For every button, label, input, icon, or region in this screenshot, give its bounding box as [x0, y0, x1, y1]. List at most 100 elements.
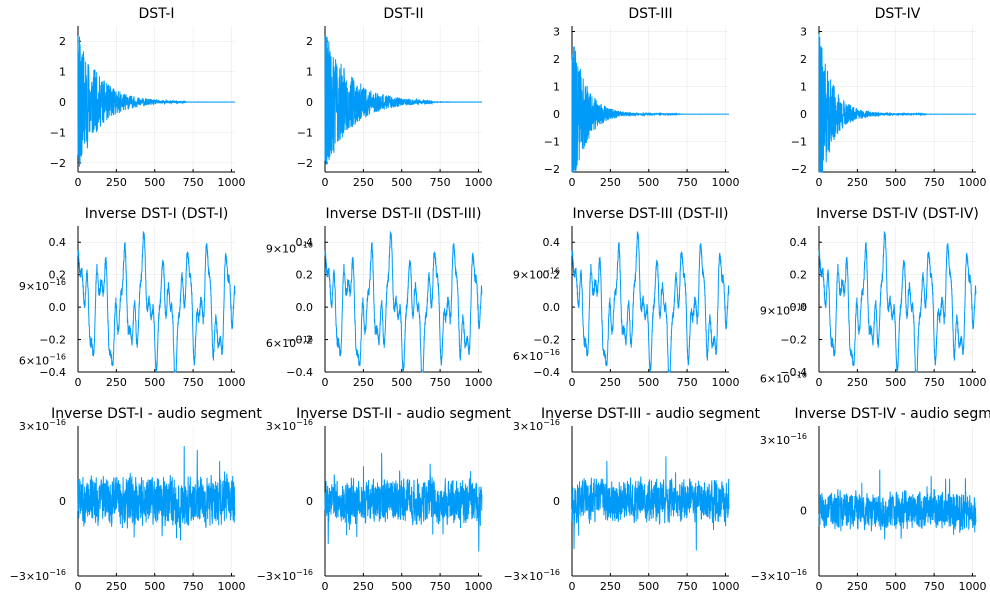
- x-tick-label: 250: [353, 376, 374, 389]
- y-tick-label: 0: [306, 495, 313, 508]
- y-tick-label: −0.4: [533, 366, 560, 379]
- x-tick-label: 250: [847, 176, 868, 189]
- y-tick-label: 0.4: [49, 236, 67, 249]
- x-tick-label: 250: [600, 580, 621, 593]
- subplot-5: Inverse DST-I (DST-I) 0 250 500 750 1000 −0.4 −…: [19, 206, 246, 389]
- y-exponent-label: 3×10−16: [266, 418, 313, 433]
- y-tick-label: 0: [553, 495, 560, 508]
- y-tick-label: 0.0: [790, 301, 808, 314]
- y-tick-label: 2: [800, 53, 807, 66]
- subplot-title: DST-IV: [875, 6, 921, 22]
- y-tick-label: 0.2: [543, 269, 561, 282]
- x-tick-label: 1000: [464, 580, 492, 593]
- y-exponent-label: 3×10−16: [19, 418, 66, 433]
- subplot-title: Inverse DST-II (DST-III): [325, 206, 481, 222]
- subplot-9: Inverse DST-I - audio segment 0 250 500 750 1…: [10, 406, 263, 593]
- x-tick-label: 500: [638, 376, 659, 389]
- x-tick-label: 0: [75, 176, 82, 189]
- subplot-title: Inverse DST-IV (DST-IV): [816, 206, 979, 222]
- x-tick-label: 750: [924, 176, 945, 189]
- y-tick-label: 0: [59, 495, 66, 508]
- y-tick-label: 2: [553, 53, 560, 66]
- subplot-title: Inverse DST-IV - audio segme: [795, 406, 990, 422]
- series-line: [324, 231, 483, 373]
- y-exponent-label: 9×10−16: [19, 278, 66, 293]
- y-exponent-label: −3×10−16: [504, 568, 560, 583]
- x-tick-label: 500: [885, 176, 906, 189]
- x-tick-label: 750: [430, 580, 451, 593]
- series-line: [818, 34, 977, 173]
- subplot-10: Inverse DST-II - audio segment 0 250 500 750…: [257, 406, 512, 593]
- subplot-title: Inverse DST-III (DST-II): [572, 206, 728, 222]
- x-tick-label: 750: [183, 176, 204, 189]
- x-tick-label: 750: [677, 176, 698, 189]
- subplot-6: Inverse DST-II (DST-III) 0 250 500 750 1000 −0…: [266, 206, 493, 389]
- y-tick-label: 1: [59, 66, 66, 79]
- x-tick-label: 500: [885, 580, 906, 593]
- series-line: [77, 445, 236, 541]
- x-tick-label: 750: [677, 376, 698, 389]
- y-tick-label: −0.4: [780, 366, 807, 379]
- y-tick-label: 0.2: [49, 269, 67, 282]
- y-tick-label: −2: [50, 157, 66, 170]
- y-tick-label: 1: [553, 81, 560, 94]
- y-tick-label: 0.0: [296, 301, 314, 314]
- subplot-title: Inverse DST-I (DST-I): [85, 206, 229, 222]
- series-line: [77, 35, 236, 167]
- y-tick-label: −2: [544, 163, 560, 176]
- x-tick-label: 1000: [958, 376, 986, 389]
- y-tick-label: −1: [297, 126, 313, 139]
- x-tick-label: 250: [353, 176, 374, 189]
- y-tick-label: 0: [306, 96, 313, 109]
- subplot-title: DST-I: [138, 6, 174, 22]
- x-tick-label: 0: [816, 376, 823, 389]
- x-tick-label: 750: [924, 580, 945, 593]
- y-exponent-label: −3×10−16: [257, 568, 313, 583]
- y-exponent-label: 6×10−16: [513, 348, 560, 363]
- subplot-8: Inverse DST-IV (DST-IV) 0 250 500 750 1000 −0.…: [760, 206, 987, 389]
- x-tick-label: 250: [106, 376, 127, 389]
- y-tick-label: −1: [50, 126, 66, 139]
- x-tick-label: 0: [816, 176, 823, 189]
- x-tick-label: 500: [391, 376, 412, 389]
- x-tick-label: 1000: [217, 376, 245, 389]
- y-tick-label: −2: [297, 157, 313, 170]
- y-exponent-label: 6×10−16: [19, 353, 66, 368]
- y-tick-label: 0.4: [296, 236, 314, 249]
- y-tick-label: 0.0: [49, 301, 67, 314]
- y-tick-label: −1: [791, 136, 807, 149]
- x-tick-label: 1000: [958, 176, 986, 189]
- x-tick-label: 750: [430, 176, 451, 189]
- x-tick-label: 1000: [464, 176, 492, 189]
- x-tick-label: 500: [391, 176, 412, 189]
- x-tick-label: 0: [569, 176, 576, 189]
- subplot-title: DST-II: [383, 6, 423, 22]
- x-tick-label: 250: [847, 376, 868, 389]
- y-exponent-label: −3×10−16: [10, 568, 66, 583]
- x-tick-label: 250: [847, 580, 868, 593]
- series-line: [77, 231, 236, 373]
- series-line: [571, 456, 730, 551]
- x-tick-label: 1000: [711, 176, 739, 189]
- series-line: [571, 46, 730, 173]
- y-tick-label: −0.4: [286, 366, 313, 379]
- series-line: [324, 452, 483, 552]
- subplot-title: Inverse DST-I - audio segment: [51, 406, 262, 422]
- y-tick-label: −1: [544, 136, 560, 149]
- y-exponent-label: 9×10−16: [513, 267, 560, 282]
- x-tick-label: 500: [144, 376, 165, 389]
- y-tick-label: 2: [59, 35, 66, 48]
- y-tick-label: 2: [306, 35, 313, 48]
- y-tick-label: 0: [553, 108, 560, 121]
- y-exponent-label: 9×10−16: [760, 302, 807, 317]
- y-tick-label: 1: [800, 81, 807, 94]
- y-tick-label: −0.2: [286, 334, 313, 347]
- x-tick-label: 1000: [958, 580, 986, 593]
- y-tick-label: −0.4: [39, 366, 66, 379]
- y-tick-label: 3: [800, 26, 807, 39]
- y-tick-label: 0.2: [790, 269, 808, 282]
- y-tick-label: 0: [800, 108, 807, 121]
- y-exponent-label: 6×10−16: [760, 370, 807, 385]
- x-tick-label: 250: [106, 580, 127, 593]
